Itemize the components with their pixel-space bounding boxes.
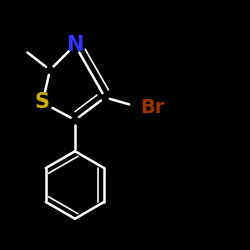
Text: S: S: [35, 92, 50, 112]
Text: N: N: [66, 35, 84, 55]
Text: Br: Br: [140, 98, 164, 117]
